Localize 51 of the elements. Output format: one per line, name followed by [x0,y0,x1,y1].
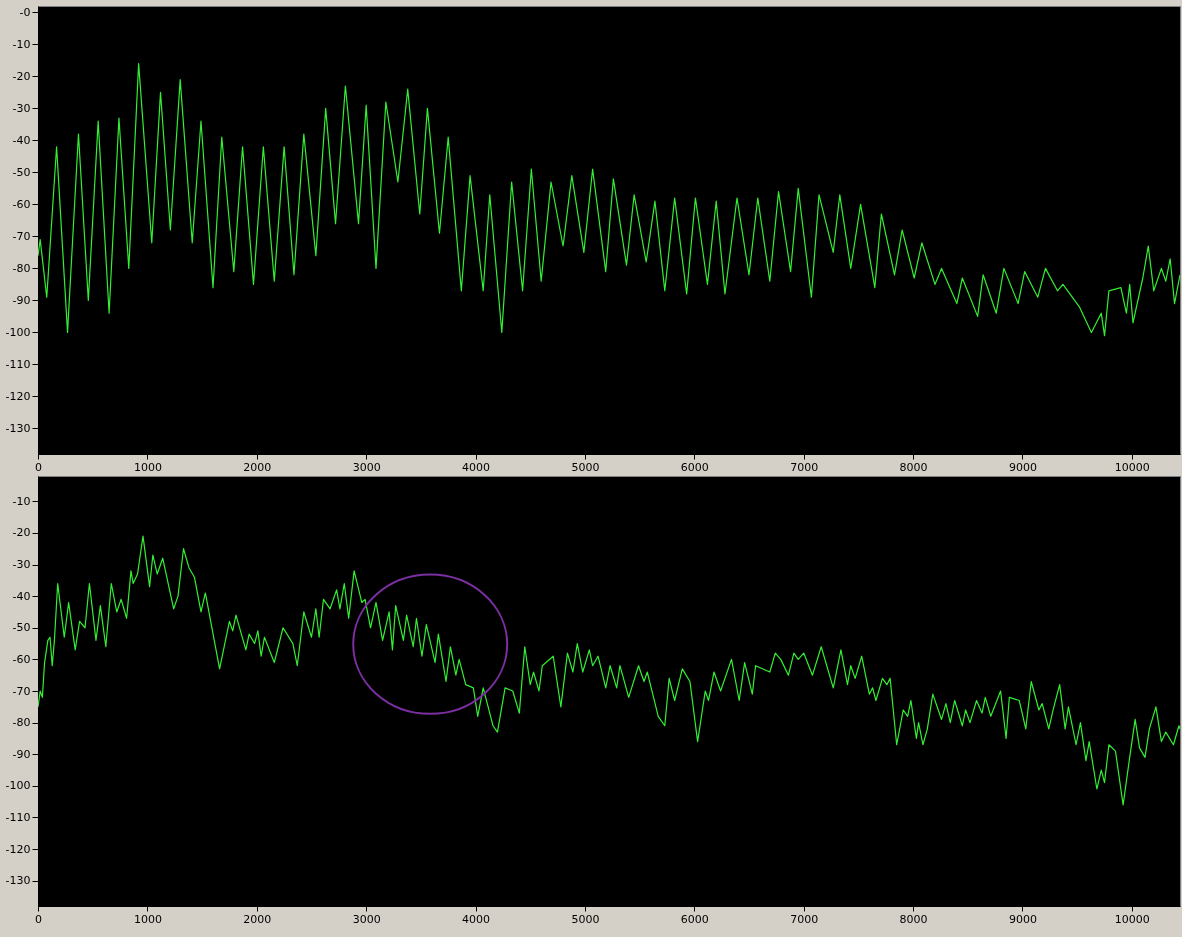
y-tick-label: -20 [12,69,31,83]
x-tick-label: 8000 [899,460,928,474]
x-tick-label: 0 [35,460,42,474]
y-tick-label: -60 [12,652,31,666]
x-tick-label: 0 [35,912,42,926]
x-tick-label: 3000 [352,460,381,474]
y-tick-label: -100 [5,325,31,339]
x-tick-label: 2000 [243,912,272,926]
y-tick-label: -120 [5,842,31,856]
y-tick-label: -90 [12,747,31,761]
x-tick-label: 4000 [462,460,491,474]
y-tick-label: -70 [12,684,31,698]
y-tick-label: -10 [12,37,31,51]
x-tick-label: 1000 [133,912,162,926]
x-tick-label: 1000 [133,460,162,474]
x-tick-label: 3000 [352,912,381,926]
x-tick-label: 6000 [680,912,709,926]
x-tick-label: 5000 [571,912,600,926]
x-tick-label: 10000 [1114,460,1150,474]
y-tick-label: -110 [5,810,31,824]
x-tick-label: 9000 [1008,912,1037,926]
y-tick-label: -50 [12,165,31,179]
x-tick-label: 5000 [571,460,600,474]
x-tick-label: 9000 [1008,460,1037,474]
y-tick-label: -70 [12,229,31,243]
y-tick-label: -130 [5,421,31,435]
y-tick-label: -60 [12,197,31,211]
y-tick-label: -10 [12,494,31,508]
y-tick-label: -20 [12,526,31,540]
y-tick-label: -30 [12,101,31,115]
y-tick-label: -40 [12,133,31,147]
x-tick-label: 6000 [680,460,709,474]
y-tick-label: -130 [5,874,31,888]
y-tick-label: -100 [5,779,31,793]
x-tick-label: 10000 [1114,912,1150,926]
x-tick-label: 7000 [790,912,819,926]
y-tick-label: -30 [12,558,31,572]
x-tick-label: 4000 [462,912,491,926]
y-tick-label: -40 [12,589,31,603]
y-tick-label: -120 [5,389,31,403]
x-tick-label: 7000 [790,460,819,474]
line-series [38,535,1180,806]
y-tick-label: -50 [12,621,31,635]
x-tick-label: 2000 [243,460,272,474]
y-tick-label: -110 [5,357,31,371]
x-tick-label: 8000 [899,912,928,926]
y-tick-label: -80 [12,261,31,275]
y-tick-label: -0 [19,5,31,19]
y-tick-label: -80 [12,716,31,730]
line-series [38,63,1180,337]
y-tick-label: -90 [12,293,31,307]
